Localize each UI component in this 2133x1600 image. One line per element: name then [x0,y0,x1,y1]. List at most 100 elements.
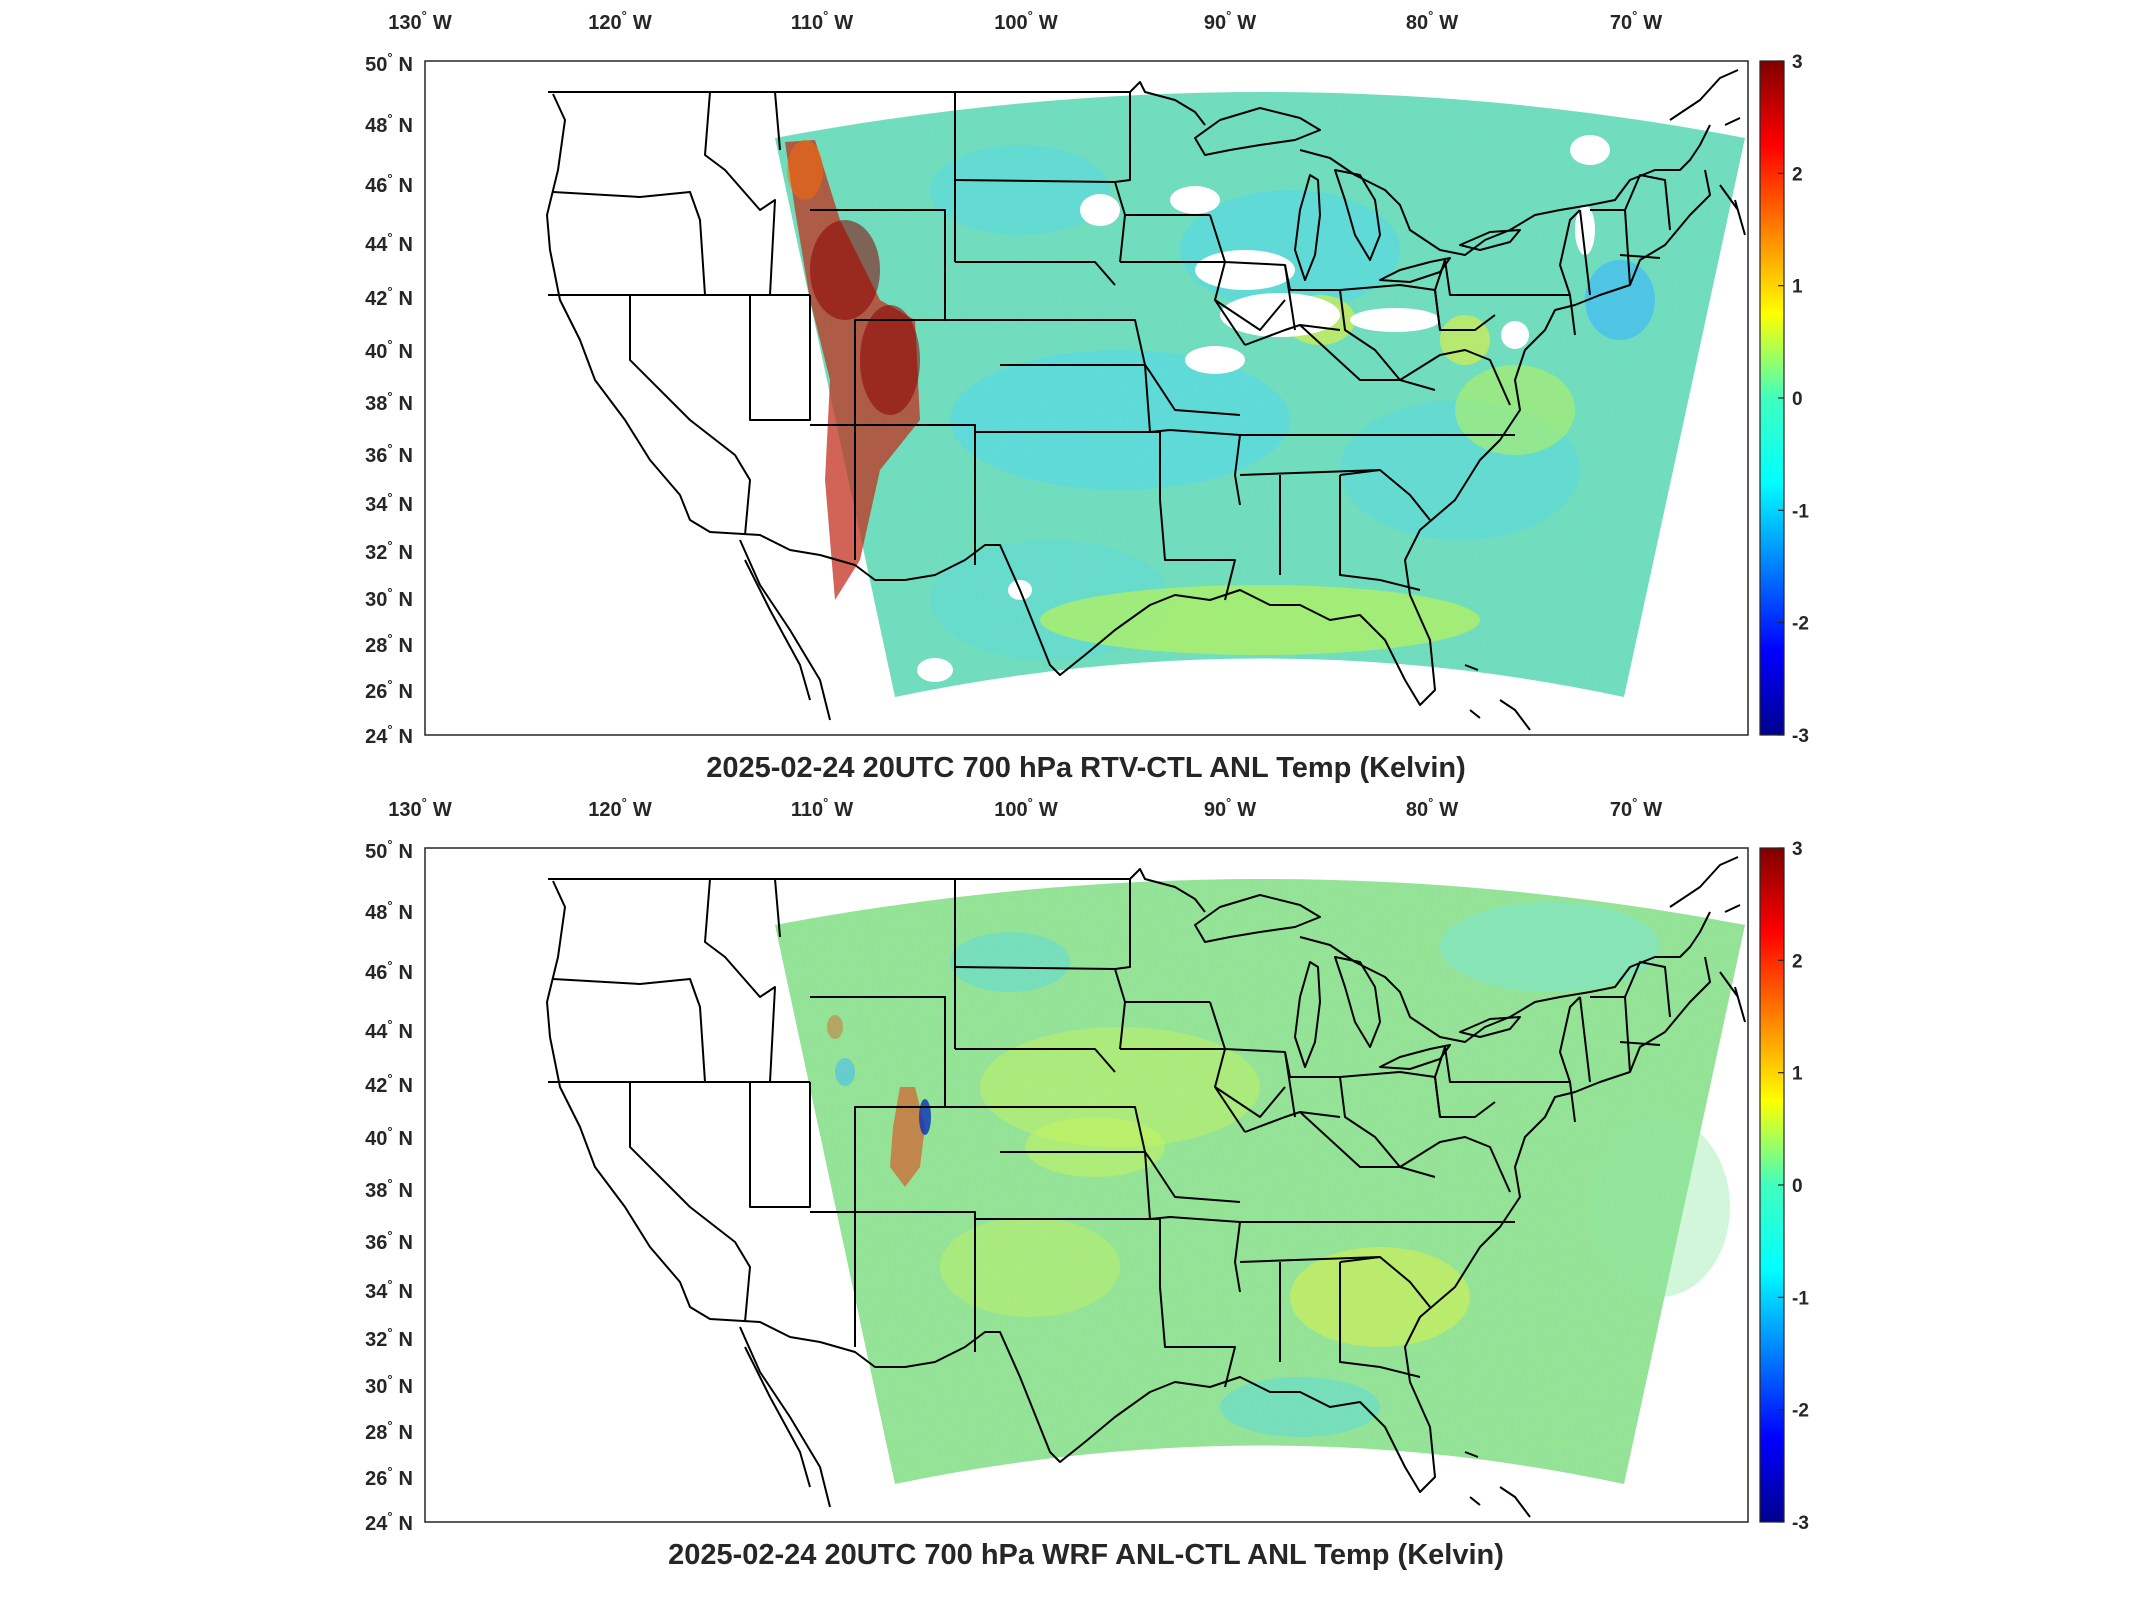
lat-value: 24 [365,1513,388,1535]
temperature-difference-field [775,879,1745,1484]
degree-symbol: ° [1428,795,1433,810]
lat-value: 50 [365,841,387,863]
lon-label: 110° W [791,8,853,34]
lat-label: 50° N [365,50,413,76]
degree-symbol: ° [387,284,392,299]
lat-label: 42° N [365,284,413,310]
lat-hemisphere: N [399,175,413,197]
lat-value: 38 [365,393,387,415]
lat-hemisphere: N [399,54,413,76]
lat-value: 44 [365,234,388,256]
lat-hemisphere: N [399,115,413,137]
lat-value: 42 [365,288,387,310]
lon-hemisphere: W [633,12,652,34]
lon-label: 120° W [588,8,652,34]
lon-hemisphere: W [1643,12,1662,34]
degree-symbol: ° [387,230,392,245]
lat-value: 50 [365,54,387,76]
degree-symbol: ° [387,1017,392,1032]
degree-symbol: ° [387,677,392,692]
degree-symbol: ° [387,837,392,852]
lat-hemisphere: N [399,1513,413,1535]
lat-value: 48 [365,115,387,137]
lat-hemisphere: N [399,445,413,467]
panel-title: 2025-02-24 20UTC 700 hPa WRF ANL-CTL ANL… [668,1539,1504,1571]
lon-label: 110° W [791,795,853,821]
lon-label: 120° W [588,795,652,821]
degree-symbol: ° [387,441,392,456]
lat-value: 44 [365,1021,388,1043]
lat-label: 34° N [365,490,413,516]
lat-hemisphere: N [399,393,413,415]
colorbar-top: 3 2 1 0 -1 -2 -3 [1759,52,1809,747]
lat-hemisphere: N [399,542,413,564]
lat-value: 38 [365,1180,387,1202]
lon-hemisphere: W [1039,799,1058,821]
lon-hemisphere: W [433,799,452,821]
panel-title: 2025-02-24 20UTC 700 hPa RTV-CTL ANL Tem… [706,752,1466,784]
lat-label: 32° N [365,538,413,564]
colorbar-tick-label: 1 [1792,1064,1803,1085]
lat-hemisphere: N [399,635,413,657]
lat-value: 36 [365,1232,387,1254]
degree-symbol: ° [387,111,392,126]
degree-symbol: ° [422,8,427,23]
degree-symbol: ° [387,958,392,973]
lon-value: 110 [791,12,823,34]
lon-value: 90 [1204,12,1226,34]
degree-symbol: ° [387,1176,392,1191]
lon-label: 70° W [1610,795,1662,821]
lat-value: 30 [365,1376,387,1398]
lat-hemisphere: N [399,1422,413,1444]
colorbar-tick-label: -1 [1792,501,1809,522]
lat-label: 40° N [365,1124,413,1150]
degree-symbol: ° [1632,8,1637,23]
degree-symbol: ° [823,8,828,23]
lon-hemisphere: W [1439,799,1458,821]
lat-value: 32 [365,542,387,564]
lon-value: 70 [1610,799,1632,821]
colorbar-bottom: 3 2 1 0 -1 -2 -3 [1759,839,1809,1534]
lat-hemisphere: N [399,1232,413,1254]
degree-symbol: ° [622,8,627,23]
degree-symbol: ° [1632,795,1637,810]
latitude-labels-bottom: 50° N48° N46° N44° N42° N40° N38° N36° N34° N32° N… [365,837,413,1535]
latitude-labels-top: 50° N48° N46° N44° N42° N40° N38° N36° N34° N32° N… [365,50,413,748]
lat-value: 28 [365,1422,387,1444]
lat-value: 40 [365,341,387,363]
degree-symbol: ° [387,389,392,404]
lon-value: 110 [791,799,823,821]
lat-label: 26° N [365,677,413,703]
lat-value: 26 [365,1468,387,1490]
lon-label: 130° W [388,795,452,821]
lat-label: 36° N [365,1228,413,1254]
lon-value: 80 [1406,799,1428,821]
lon-hemisphere: W [834,12,853,34]
degree-symbol: ° [387,585,392,600]
lat-label: 44° N [365,230,413,256]
map-panel-bottom: 130° W 120° W 110° W 100° W 90° W 80° W 70° W 50° N48°… [365,795,1809,1571]
lat-label: 24° N [365,1509,413,1535]
lat-value: 46 [365,175,387,197]
colorbar-tick-labels: 3 2 1 0 -1 -2 -3 [1778,839,1809,1534]
lat-label: 34° N [365,1277,413,1303]
lon-hemisphere: W [1237,799,1256,821]
lat-label: 38° N [365,1176,413,1202]
degree-symbol: ° [823,795,828,810]
degree-symbol: ° [387,722,392,737]
lat-label: 28° N [365,631,413,657]
degree-symbol: ° [387,1509,392,1524]
lat-label: 50° N [365,837,413,863]
lat-hemisphere: N [399,1281,413,1303]
degree-symbol: ° [387,538,392,553]
degree-symbol: ° [387,171,392,186]
lat-label: 26° N [365,1464,413,1490]
lat-label: 44° N [365,1017,413,1043]
lat-label: 48° N [365,898,413,924]
state-and-coast-boundaries [546,69,1746,731]
lat-label: 46° N [365,171,413,197]
lat-hemisphere: N [399,726,413,748]
lat-value: 28 [365,635,387,657]
lat-label: 42° N [365,1071,413,1097]
lon-hemisphere: W [633,799,652,821]
